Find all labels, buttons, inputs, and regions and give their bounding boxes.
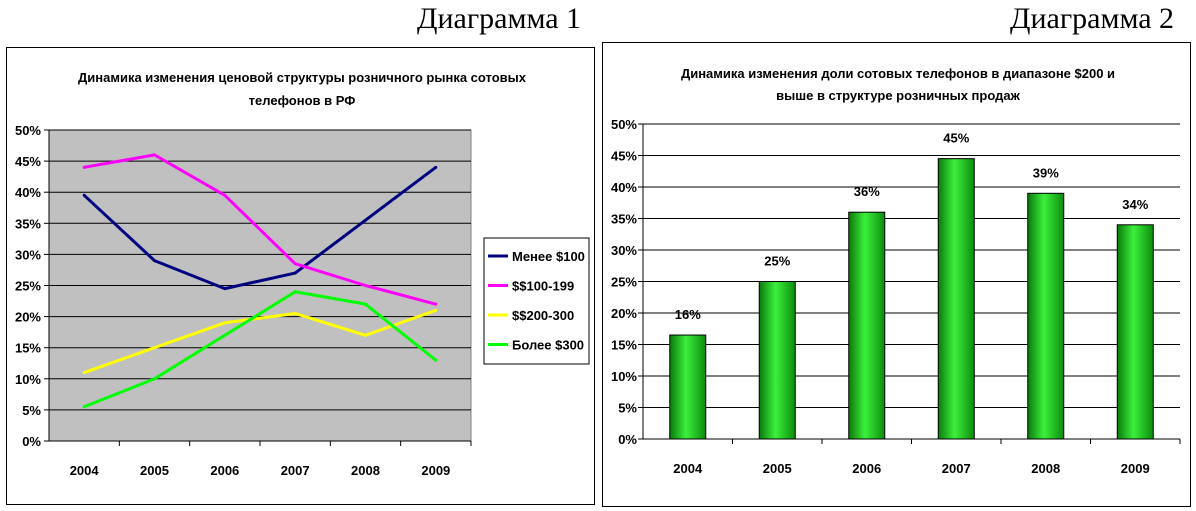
legend-label: Менее $100 [512,249,585,264]
y-tick-label: 10% [611,369,637,384]
data-point [153,377,156,381]
data-point [434,302,438,306]
bar [758,281,796,440]
y-tick-label: 15% [611,338,637,353]
series-line-3 [83,290,437,409]
chart-1-heading: Диаграмма 1 [417,2,582,35]
data-point [364,333,367,337]
y-tick-label: 30% [15,247,41,262]
y-tick-label: 35% [611,212,637,227]
y-tick-label: 25% [15,279,41,294]
data-point [223,193,227,197]
y-tick-label: 0% [22,434,41,449]
bar [669,334,707,440]
x-tick-label: 2004 [70,463,100,478]
bar-chart-panel: Динамика изменения доли сотовых телефоно… [602,42,1191,507]
bar [1116,224,1154,440]
data-point [82,165,86,169]
data-point [293,271,297,275]
chart-title-line: Динамика изменения доли сотовых телефоно… [681,66,1115,81]
y-tick-label: 10% [15,372,41,387]
y-tick-label: 5% [22,403,41,418]
data-point [364,302,367,306]
chart-title-line: Динамика изменения ценовой структуры роз… [78,70,527,85]
bar [848,211,886,440]
data-point [153,346,156,350]
x-tick-label: 2005 [140,463,169,478]
y-tick-label: 45% [15,154,41,169]
data-point [82,405,86,409]
y-tick-label: 25% [611,275,637,290]
x-tick-label: 2006 [852,461,881,476]
data-point [223,321,227,325]
y-tick-label: 0% [618,432,637,447]
bar [937,158,975,440]
data-label: 25% [764,254,790,269]
data-point [434,308,438,312]
data-label: 45% [943,131,969,146]
data-point [364,218,367,222]
data-label: 16% [675,307,701,322]
data-point [153,259,156,263]
legend-label: $$100-199 [512,279,574,294]
data-label: 34% [1122,197,1148,212]
chart-title-line: выше в структуре розничных продаж [776,88,1020,103]
y-tick-label: 35% [15,216,41,231]
x-tick-label: 2008 [1031,461,1060,476]
data-point [82,371,86,375]
chart-title-line: телефонов в РФ [249,93,356,108]
series-line-0 [83,166,437,291]
line-chart: Динамика изменения ценовой структуры роз… [15,70,590,478]
data-label: 39% [1033,165,1059,180]
data-point [364,284,367,287]
data-point [293,262,297,266]
y-tick-label: 5% [618,401,637,416]
chart-2-heading: Диаграмма 2 [1010,2,1175,35]
y-tick-label: 50% [611,117,637,132]
y-tick-label: 40% [15,185,41,200]
x-tick-label: 2009 [1121,461,1150,476]
y-tick-label: 15% [15,341,41,356]
data-point [153,153,156,157]
x-tick-label: 2008 [351,463,380,478]
x-tick-label: 2006 [210,463,239,478]
data-point [82,193,86,197]
legend-label: Более $300 [512,338,584,353]
data-point [223,333,227,337]
data-point [434,165,438,169]
x-tick-label: 2009 [421,463,450,478]
line-chart-panel: Динамика изменения ценовой структуры роз… [6,47,595,505]
data-point [293,311,297,315]
series-line-2 [83,308,437,374]
x-tick-label: 2007 [281,463,310,478]
x-tick-label: 2007 [942,461,971,476]
bar-chart: Динамика изменения доли сотовых телефоно… [611,66,1181,476]
y-tick-label: 30% [611,243,637,258]
y-tick-label: 45% [611,149,637,164]
y-tick-label: 20% [15,310,41,325]
data-point [434,358,438,362]
y-tick-label: 20% [611,306,637,321]
legend-label: $$200-300 [512,308,574,323]
data-point [223,287,227,291]
bar [1027,192,1065,440]
x-tick-label: 2005 [763,461,792,476]
y-tick-label: 50% [15,123,41,138]
x-tick-label: 2004 [673,461,703,476]
y-tick-label: 40% [611,180,637,195]
data-label: 36% [854,184,880,199]
series-line-1 [83,153,437,306]
data-point [293,290,297,294]
